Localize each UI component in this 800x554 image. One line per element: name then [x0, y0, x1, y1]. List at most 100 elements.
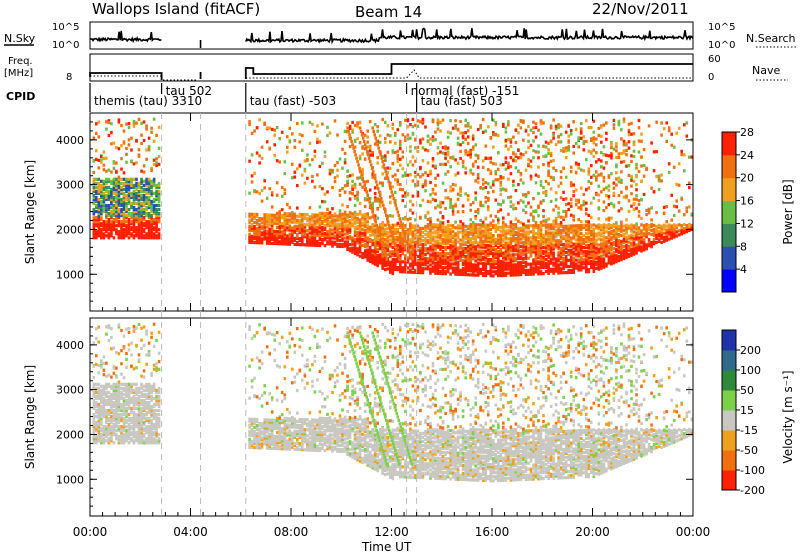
power-cell	[595, 260, 598, 264]
power-cell	[439, 120, 442, 124]
power-cell	[514, 154, 518, 158]
power-cell	[662, 212, 666, 216]
power-cell	[258, 219, 261, 223]
power-cell	[552, 231, 555, 235]
power-cell	[559, 261, 563, 265]
power-cell	[341, 228, 344, 232]
power-cell	[351, 238, 354, 242]
power-cell	[406, 260, 410, 264]
power-cell	[509, 156, 513, 160]
power-cell	[484, 233, 488, 237]
power-cell	[95, 218, 98, 222]
power-cell	[454, 220, 457, 224]
power-cell	[107, 133, 111, 138]
power-cell	[426, 251, 430, 255]
power-cell	[95, 222, 98, 226]
power-cell	[504, 235, 508, 239]
nsky-panel-frame	[89, 21, 694, 50]
power-cell	[132, 218, 136, 222]
power-cell	[102, 224, 106, 228]
power-cell	[537, 266, 540, 270]
power-cell	[358, 250, 362, 254]
power-cell	[411, 155, 415, 159]
power-cell	[476, 180, 480, 184]
power-cell	[534, 264, 538, 268]
power-cell	[411, 246, 415, 250]
power-cell	[311, 235, 314, 239]
power-cell	[333, 242, 337, 246]
power-cell	[253, 220, 256, 224]
power-cell	[346, 241, 349, 245]
power-cell	[509, 269, 513, 273]
power-cell	[439, 269, 442, 274]
power-cell	[524, 256, 528, 260]
power-cell	[258, 227, 261, 231]
power-cell	[401, 246, 405, 250]
power-cell	[502, 187, 505, 191]
power-cell	[303, 235, 307, 239]
power-cell	[569, 128, 573, 133]
power-cell	[524, 238, 528, 242]
power-cell	[363, 225, 367, 229]
power-cell	[497, 178, 500, 182]
power-cell	[102, 228, 106, 232]
power-cell	[384, 229, 387, 233]
power-cell	[431, 120, 435, 124]
power-cell	[326, 207, 329, 211]
power-cell	[532, 246, 535, 250]
power-cell	[461, 165, 465, 169]
power-cell	[547, 245, 550, 249]
power-cell	[318, 164, 322, 169]
power-cell	[394, 265, 397, 270]
nsearch-tick-top: 10^5	[708, 22, 735, 33]
power-cell	[534, 254, 538, 258]
power-cell	[424, 247, 427, 251]
power-cell	[494, 225, 498, 229]
power-cell	[122, 232, 126, 236]
power-cell	[127, 199, 131, 204]
power-cell	[286, 226, 289, 230]
power-cell	[120, 197, 123, 202]
power-cell	[431, 239, 435, 243]
power-cell	[456, 224, 460, 228]
power-cell	[152, 226, 156, 230]
power-cell	[439, 227, 442, 231]
power-cell	[426, 223, 430, 227]
power-cell	[532, 266, 535, 270]
power-cell	[346, 231, 349, 235]
power-cell	[97, 218, 101, 222]
power-cell	[150, 206, 153, 210]
power-cell	[557, 269, 560, 273]
power-cell	[328, 240, 332, 244]
power-cell	[404, 191, 407, 195]
power-cell	[384, 154, 387, 158]
power-cell	[125, 214, 128, 218]
power-cell	[456, 230, 460, 234]
power-cell	[318, 221, 322, 225]
power-cell	[524, 244, 528, 248]
power-cell	[321, 161, 324, 165]
power-cell	[260, 241, 264, 245]
power-cell	[273, 219, 276, 223]
power-cell	[368, 146, 372, 150]
power-cell	[426, 217, 430, 222]
power-cell	[517, 246, 520, 251]
power-cell	[635, 175, 638, 179]
power-cell	[157, 220, 161, 224]
power-cell	[640, 139, 643, 143]
power-cell	[401, 242, 405, 246]
power-cell	[389, 181, 392, 185]
power-cell	[145, 220, 148, 224]
power-cell	[97, 181, 101, 185]
power-cell	[306, 158, 309, 162]
power-cell	[487, 233, 490, 237]
power-cell	[399, 143, 402, 147]
power-cell	[612, 203, 616, 207]
power-cell	[469, 232, 472, 237]
power-cell	[298, 237, 302, 241]
power-cell	[534, 125, 538, 130]
power-cell	[522, 181, 525, 185]
power-cell	[562, 146, 565, 151]
power-cell	[527, 133, 530, 137]
power-cell	[489, 250, 493, 254]
